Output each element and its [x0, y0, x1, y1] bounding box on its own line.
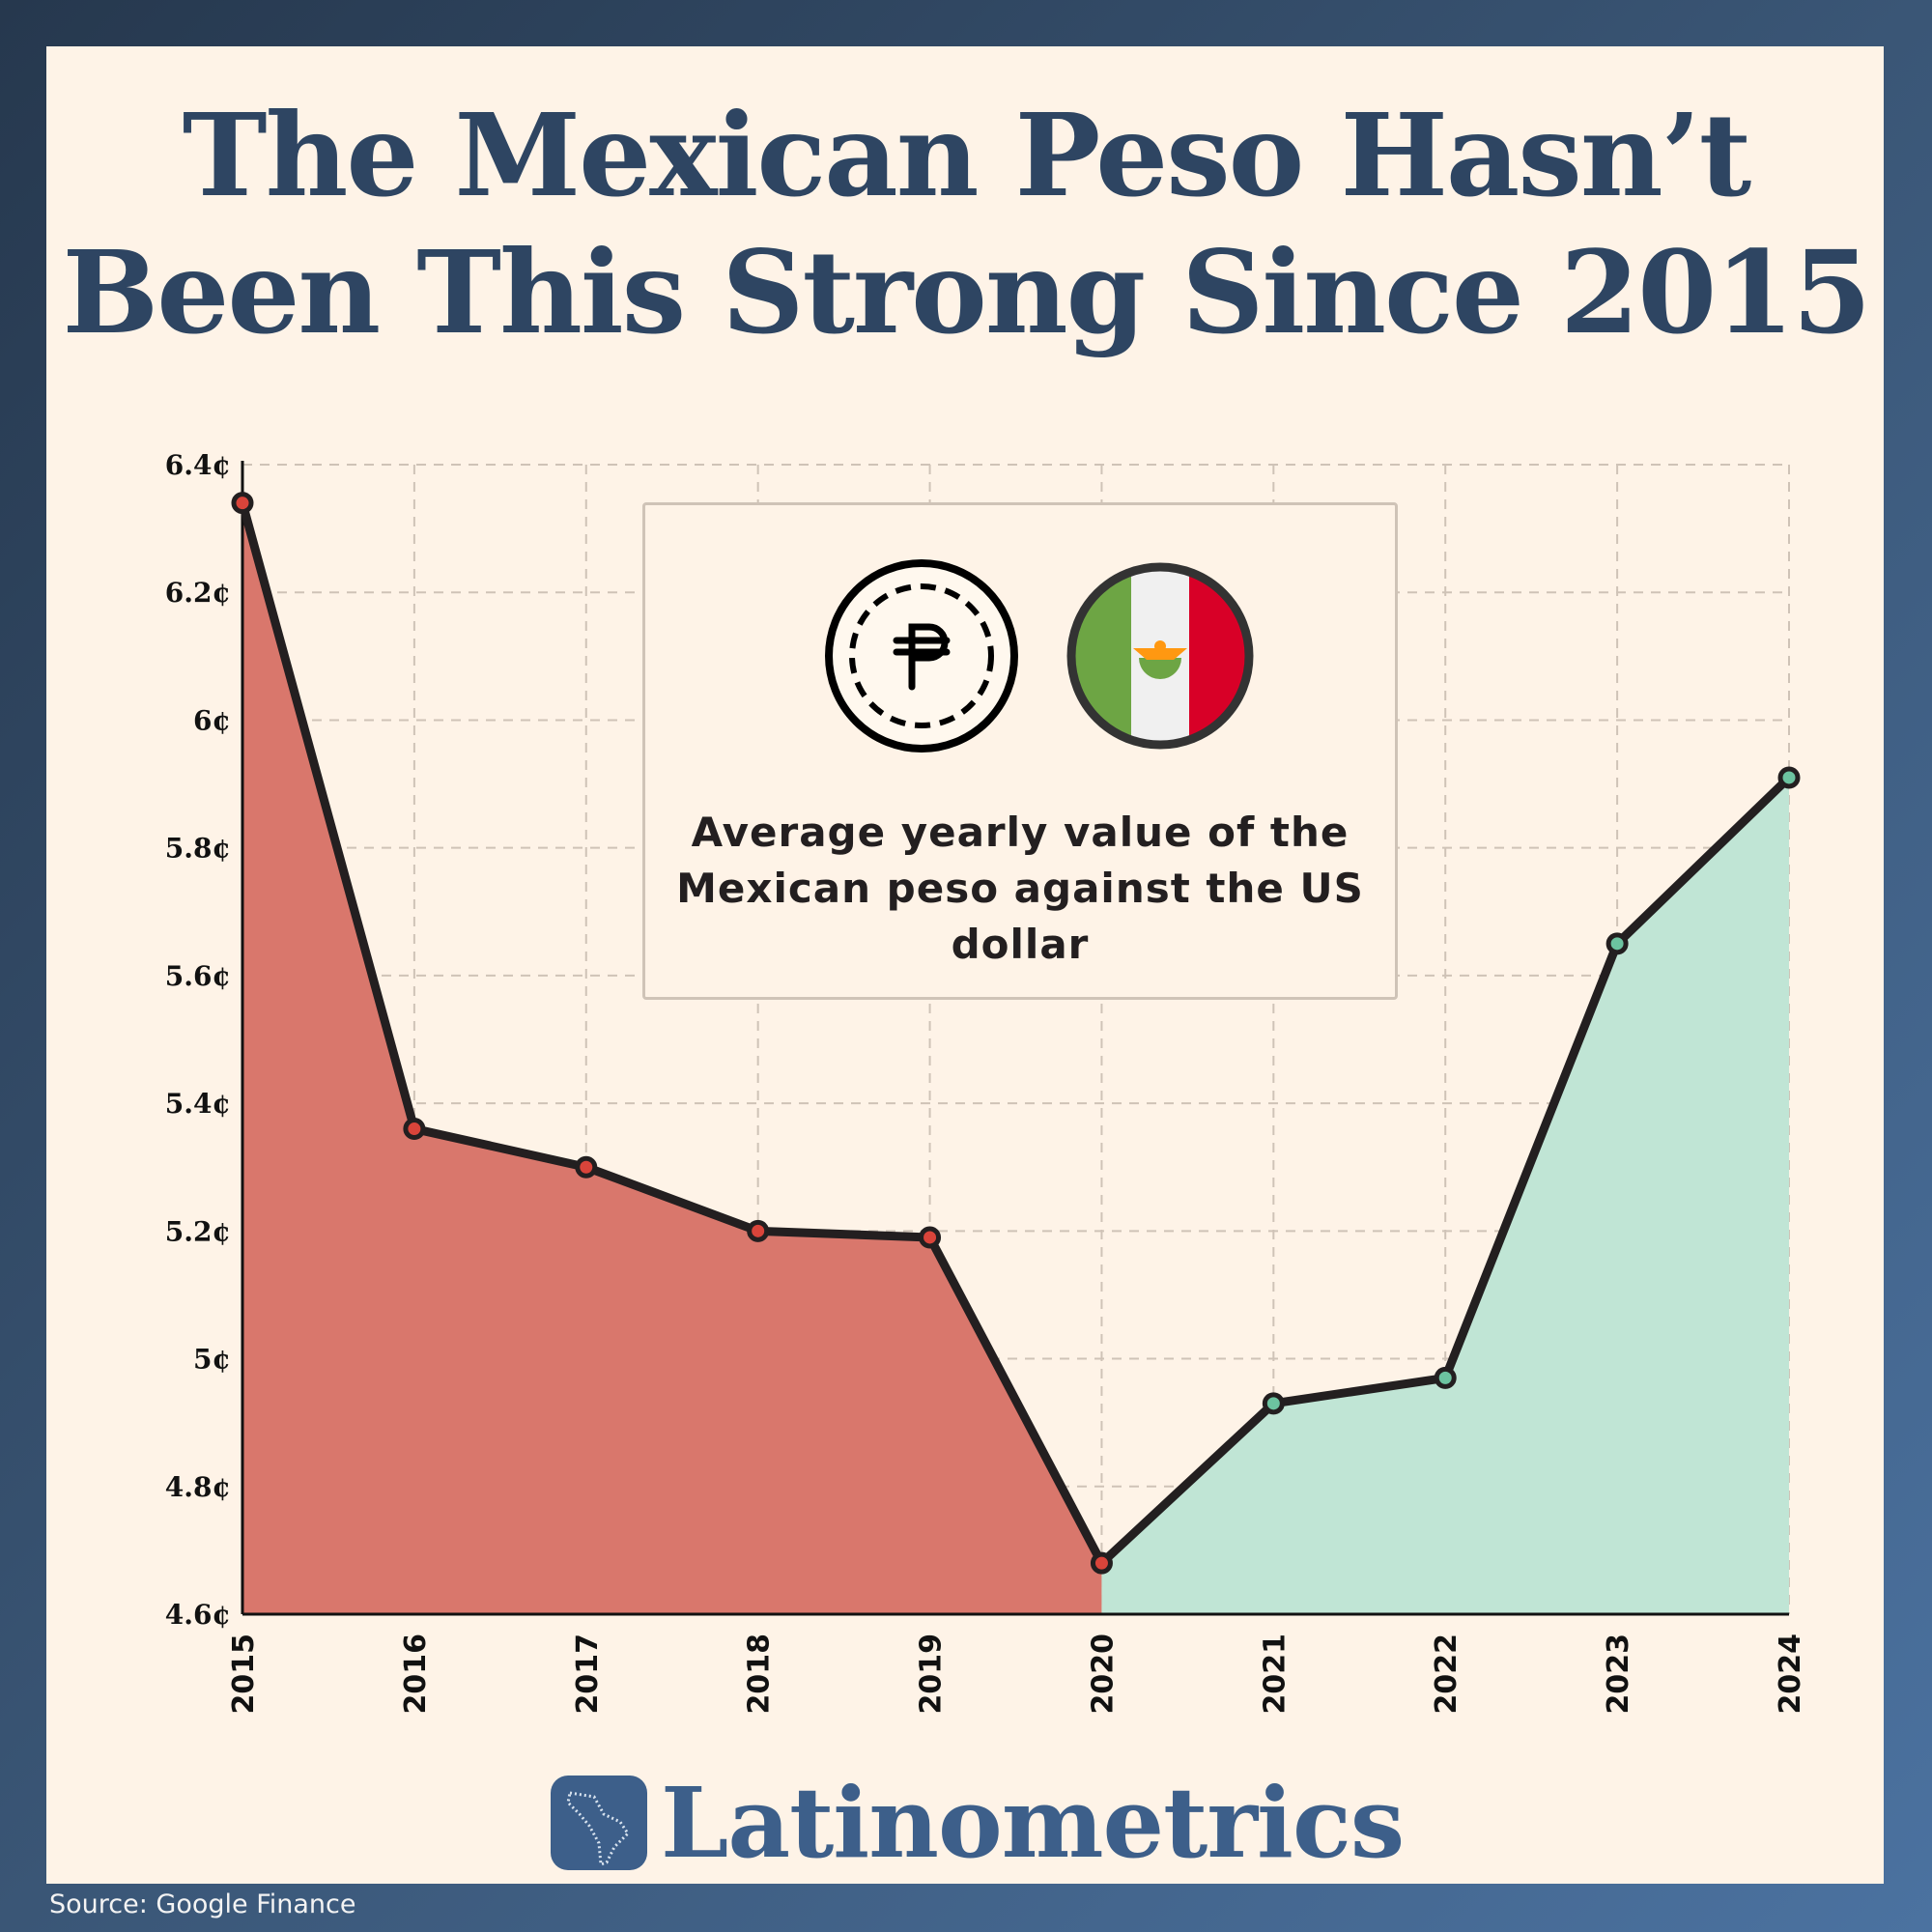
data-point — [1262, 1392, 1285, 1415]
y-tick-label: 6.2¢ — [165, 577, 231, 609]
x-tick-label: 2017 — [571, 1634, 605, 1715]
title-line-1: The Mexican Peso Hasn’t — [182, 88, 1751, 222]
x-tick-label: 2021 — [1258, 1634, 1292, 1715]
decline-area — [242, 502, 1102, 1614]
data-point — [575, 1155, 598, 1179]
x-tick-label: 2016 — [399, 1634, 433, 1715]
y-tick-label: 5.4¢ — [165, 1088, 231, 1120]
x-tick-label: 2023 — [1602, 1634, 1635, 1715]
brand-logo: Latinometrics — [551, 1766, 1405, 1880]
x-tick-label: 2015 — [227, 1634, 261, 1715]
x-tick-label: 2019 — [915, 1634, 949, 1715]
y-tick-label: 5¢ — [193, 1344, 231, 1376]
data-point — [403, 1118, 426, 1141]
data-point — [1090, 1551, 1113, 1575]
x-tick-label: 2024 — [1774, 1634, 1807, 1715]
latin-america-map-icon — [551, 1776, 647, 1870]
y-tick-label: 5.6¢ — [165, 960, 231, 992]
data-point — [747, 1219, 770, 1242]
title-line-2: Been This Strong Since 2015 — [62, 225, 1872, 359]
x-tick-label: 2020 — [1086, 1634, 1120, 1715]
peso-coin-icon — [825, 559, 1018, 753]
mexico-flag-icon — [1066, 562, 1254, 750]
y-tick-label: 5.2¢ — [165, 1215, 231, 1247]
data-point — [1605, 932, 1629, 955]
legend-description: Average yearly value of the Mexican peso… — [676, 809, 1364, 968]
x-tick-label: 2018 — [743, 1634, 777, 1715]
y-tick-label: 4.6¢ — [165, 1599, 231, 1631]
y-tick-label: 4.8¢ — [165, 1471, 231, 1503]
series-line — [238, 501, 1793, 1568]
y-tick-label: 5.8¢ — [165, 833, 231, 865]
y-tick-label: 6.4¢ — [165, 449, 231, 481]
data-point — [1777, 766, 1801, 789]
y-tick-label: 6¢ — [193, 704, 231, 736]
data-point — [919, 1226, 942, 1249]
data-point — [231, 492, 254, 515]
brand-name: Latinometrics — [661, 1766, 1405, 1880]
x-tick-label: 2022 — [1430, 1634, 1463, 1715]
legend-box: Average yearly value of the Mexican peso… — [642, 502, 1398, 1000]
source-note: Source: Google Finance — [49, 1889, 356, 1919]
data-point — [1434, 1366, 1457, 1389]
chart-title: The Mexican Peso Hasn’t Been This Strong… — [0, 87, 1932, 361]
